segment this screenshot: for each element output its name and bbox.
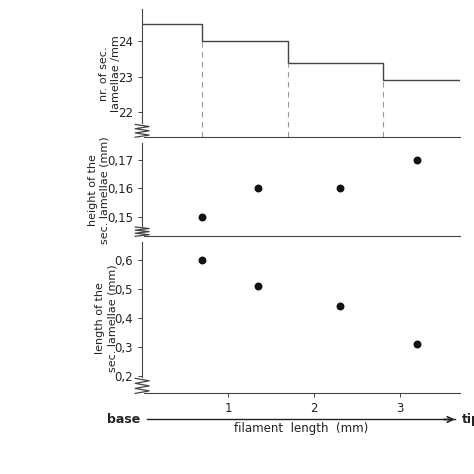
Point xyxy=(254,282,262,290)
Point xyxy=(413,340,420,348)
Y-axis label: height of the
sec. lamellae (mm): height of the sec. lamellae (mm) xyxy=(88,136,109,244)
Point xyxy=(199,256,206,264)
Y-axis label: length of the
sec. lamellae (mm): length of the sec. lamellae (mm) xyxy=(95,264,117,372)
Point xyxy=(336,302,343,310)
X-axis label: filament  length  (mm): filament length (mm) xyxy=(234,422,368,436)
Point xyxy=(413,156,420,164)
Point xyxy=(254,185,262,192)
Text: base: base xyxy=(107,413,140,426)
Y-axis label: nr. of sec.
lamellae /mm: nr. of sec. lamellae /mm xyxy=(99,35,121,112)
Text: tip: tip xyxy=(462,413,474,426)
Point xyxy=(336,185,343,192)
Point xyxy=(199,213,206,220)
